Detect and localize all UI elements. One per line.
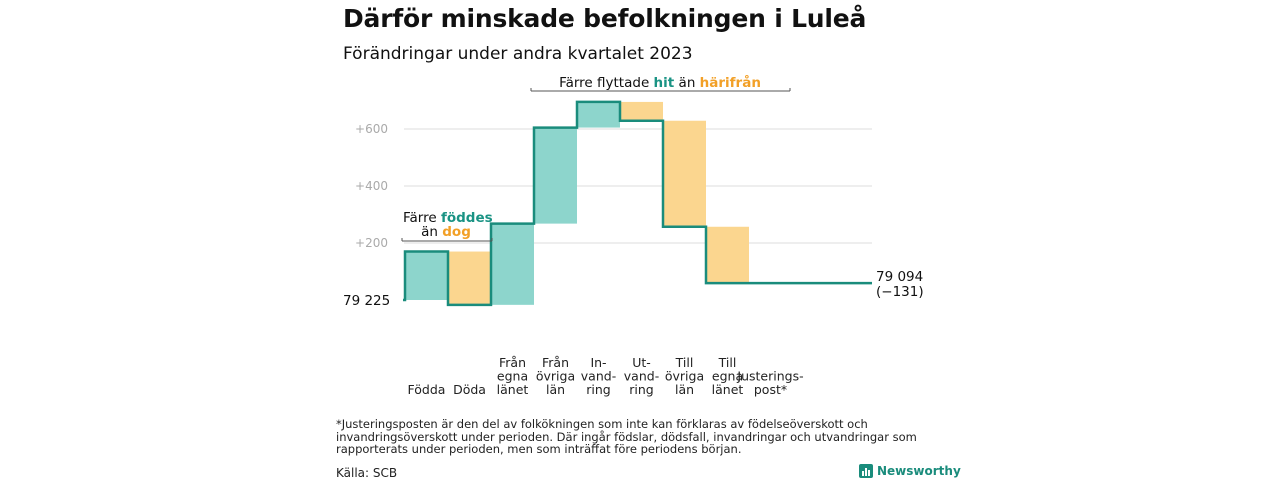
bar-från-egna-länet — [491, 223, 534, 305]
footnote: *Justeringsposten är den del av folkökni… — [336, 417, 917, 456]
waterfall-chart: +200 +400 +600 79 225 79 094(−131) Födda Döda F… — [343, 74, 924, 398]
bar-från-övriga-län — [534, 127, 577, 224]
y-tick-label: +600 — [355, 122, 388, 136]
cumulative-line — [403, 100, 872, 307]
x-tick-label: Justerings-post* — [736, 369, 803, 398]
end-value-label: 79 094 — [876, 269, 923, 285]
brand-name: Newsworthy — [877, 464, 961, 478]
source: Källa: SCB — [336, 466, 398, 480]
x-tick-label: Från övriga län — [536, 355, 575, 397]
end-change-label: (−131) — [876, 284, 924, 300]
x-tick-label: Ut-vand-ring — [624, 355, 659, 397]
x-tick-label: Till egna länet — [712, 355, 744, 397]
start-value-label: 79 225 — [343, 293, 390, 309]
x-tick-label: Döda — [453, 382, 486, 397]
migration-annotation: Färre flyttade hit än härifrån — [559, 74, 761, 91]
y-tick-label: +400 — [355, 179, 388, 193]
births-annotation-line1: Färre föddes — [403, 210, 493, 226]
x-tick-label: Till övriga län — [665, 355, 704, 397]
bar-chart-logo-icon — [859, 464, 873, 478]
chart-subtitle: Förändringar under andra kvartalet 2023 — [343, 44, 693, 64]
bar-födda — [405, 251, 448, 300]
bar-till-övriga-län — [663, 120, 706, 227]
chart-title: Därför minskade befolkningen i Luleå — [343, 4, 867, 33]
x-tick-label: In-vand-ring — [581, 355, 616, 397]
x-tick-label: Från egna länet — [497, 355, 529, 397]
bar-till-egna-länet — [706, 226, 749, 284]
x-tick-label: Födda — [408, 382, 446, 397]
y-tick-label: +200 — [355, 236, 388, 250]
bar-ut-vandring — [620, 101, 663, 121]
bar-döda — [448, 251, 491, 305]
bar-in-vandring — [577, 101, 620, 128]
brand: Newsworthy — [859, 464, 961, 478]
births-annotation-line2: än dog — [421, 224, 471, 240]
